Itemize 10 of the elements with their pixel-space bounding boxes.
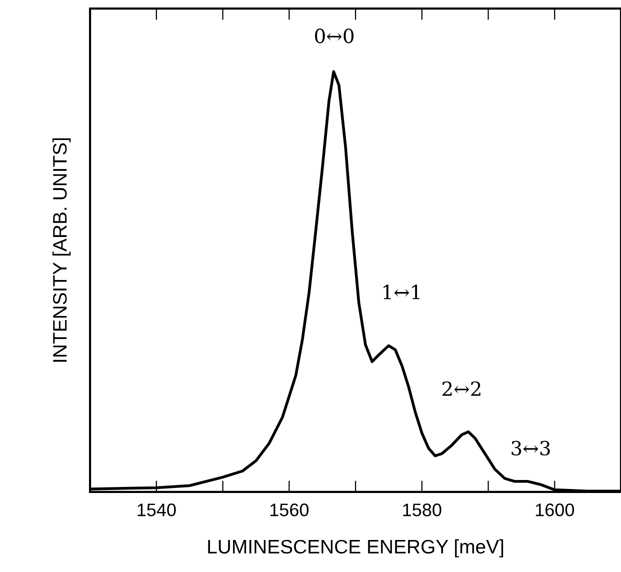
annotation: 3↔3 [512, 440, 550, 456]
annotation: 1↔1 [384, 284, 420, 300]
x-tick-label: 1560 [270, 504, 309, 516]
x-axis-title: LUMINESCENCE ENERGY [meV] [208, 539, 504, 558]
x-tick-label: 1580 [403, 504, 442, 516]
x-tick-label: 1540 [138, 504, 176, 516]
y-axis-title: INTENSITY [ARB. UNITS] [52, 138, 71, 362]
x-tick-label: 1600 [536, 504, 574, 516]
annotation: 2↔2 [442, 381, 480, 396]
text: 0↔0 [315, 28, 354, 44]
